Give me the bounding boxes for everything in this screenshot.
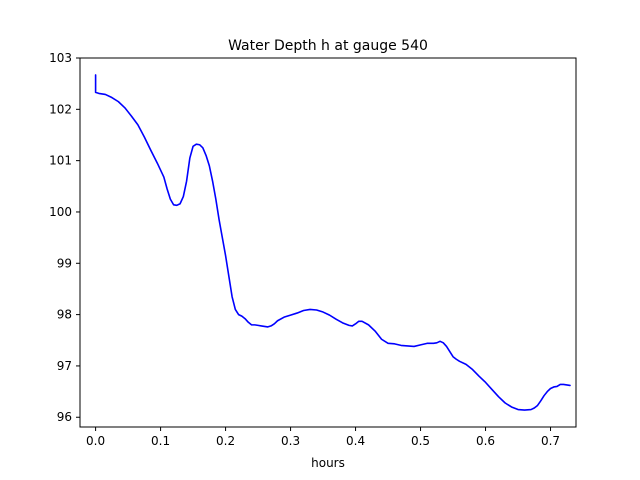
x-axis-title: hours xyxy=(311,456,345,470)
series-line-0 xyxy=(94,74,571,411)
x-axis: 0.0 0.1 0.2 0.3 0.4 0.5 0.6 0.7 xyxy=(86,427,560,448)
x-tick-label: 0.4 xyxy=(346,434,365,448)
x-tick-label: 0.3 xyxy=(281,434,300,448)
chart-title: Water Depth h at gauge 540 xyxy=(228,38,428,54)
x-tick-label: 0.2 xyxy=(216,434,235,448)
y-tick-label: 97 xyxy=(57,359,72,373)
y-tick-label: 100 xyxy=(49,205,72,219)
plot-area xyxy=(79,57,577,428)
y-tick-label: 99 xyxy=(57,256,72,270)
y-tick-label: 102 xyxy=(49,102,72,116)
y-tick-label: 103 xyxy=(49,51,72,65)
y-tick-label: 101 xyxy=(49,154,72,168)
y-tick-label: 96 xyxy=(57,410,72,424)
plot-frame xyxy=(79,57,577,428)
x-tick-label: 0.0 xyxy=(86,434,105,448)
x-tick-label: 0.1 xyxy=(151,434,170,448)
x-tick-label: 0.5 xyxy=(411,434,430,448)
x-tick-label: 0.6 xyxy=(476,434,495,448)
y-axis: 96 97 98 99 100 101 102 103 xyxy=(49,51,80,424)
y-tick-label: 98 xyxy=(57,308,72,322)
x-tick-label: 0.7 xyxy=(541,434,560,448)
plot-background xyxy=(80,58,576,427)
